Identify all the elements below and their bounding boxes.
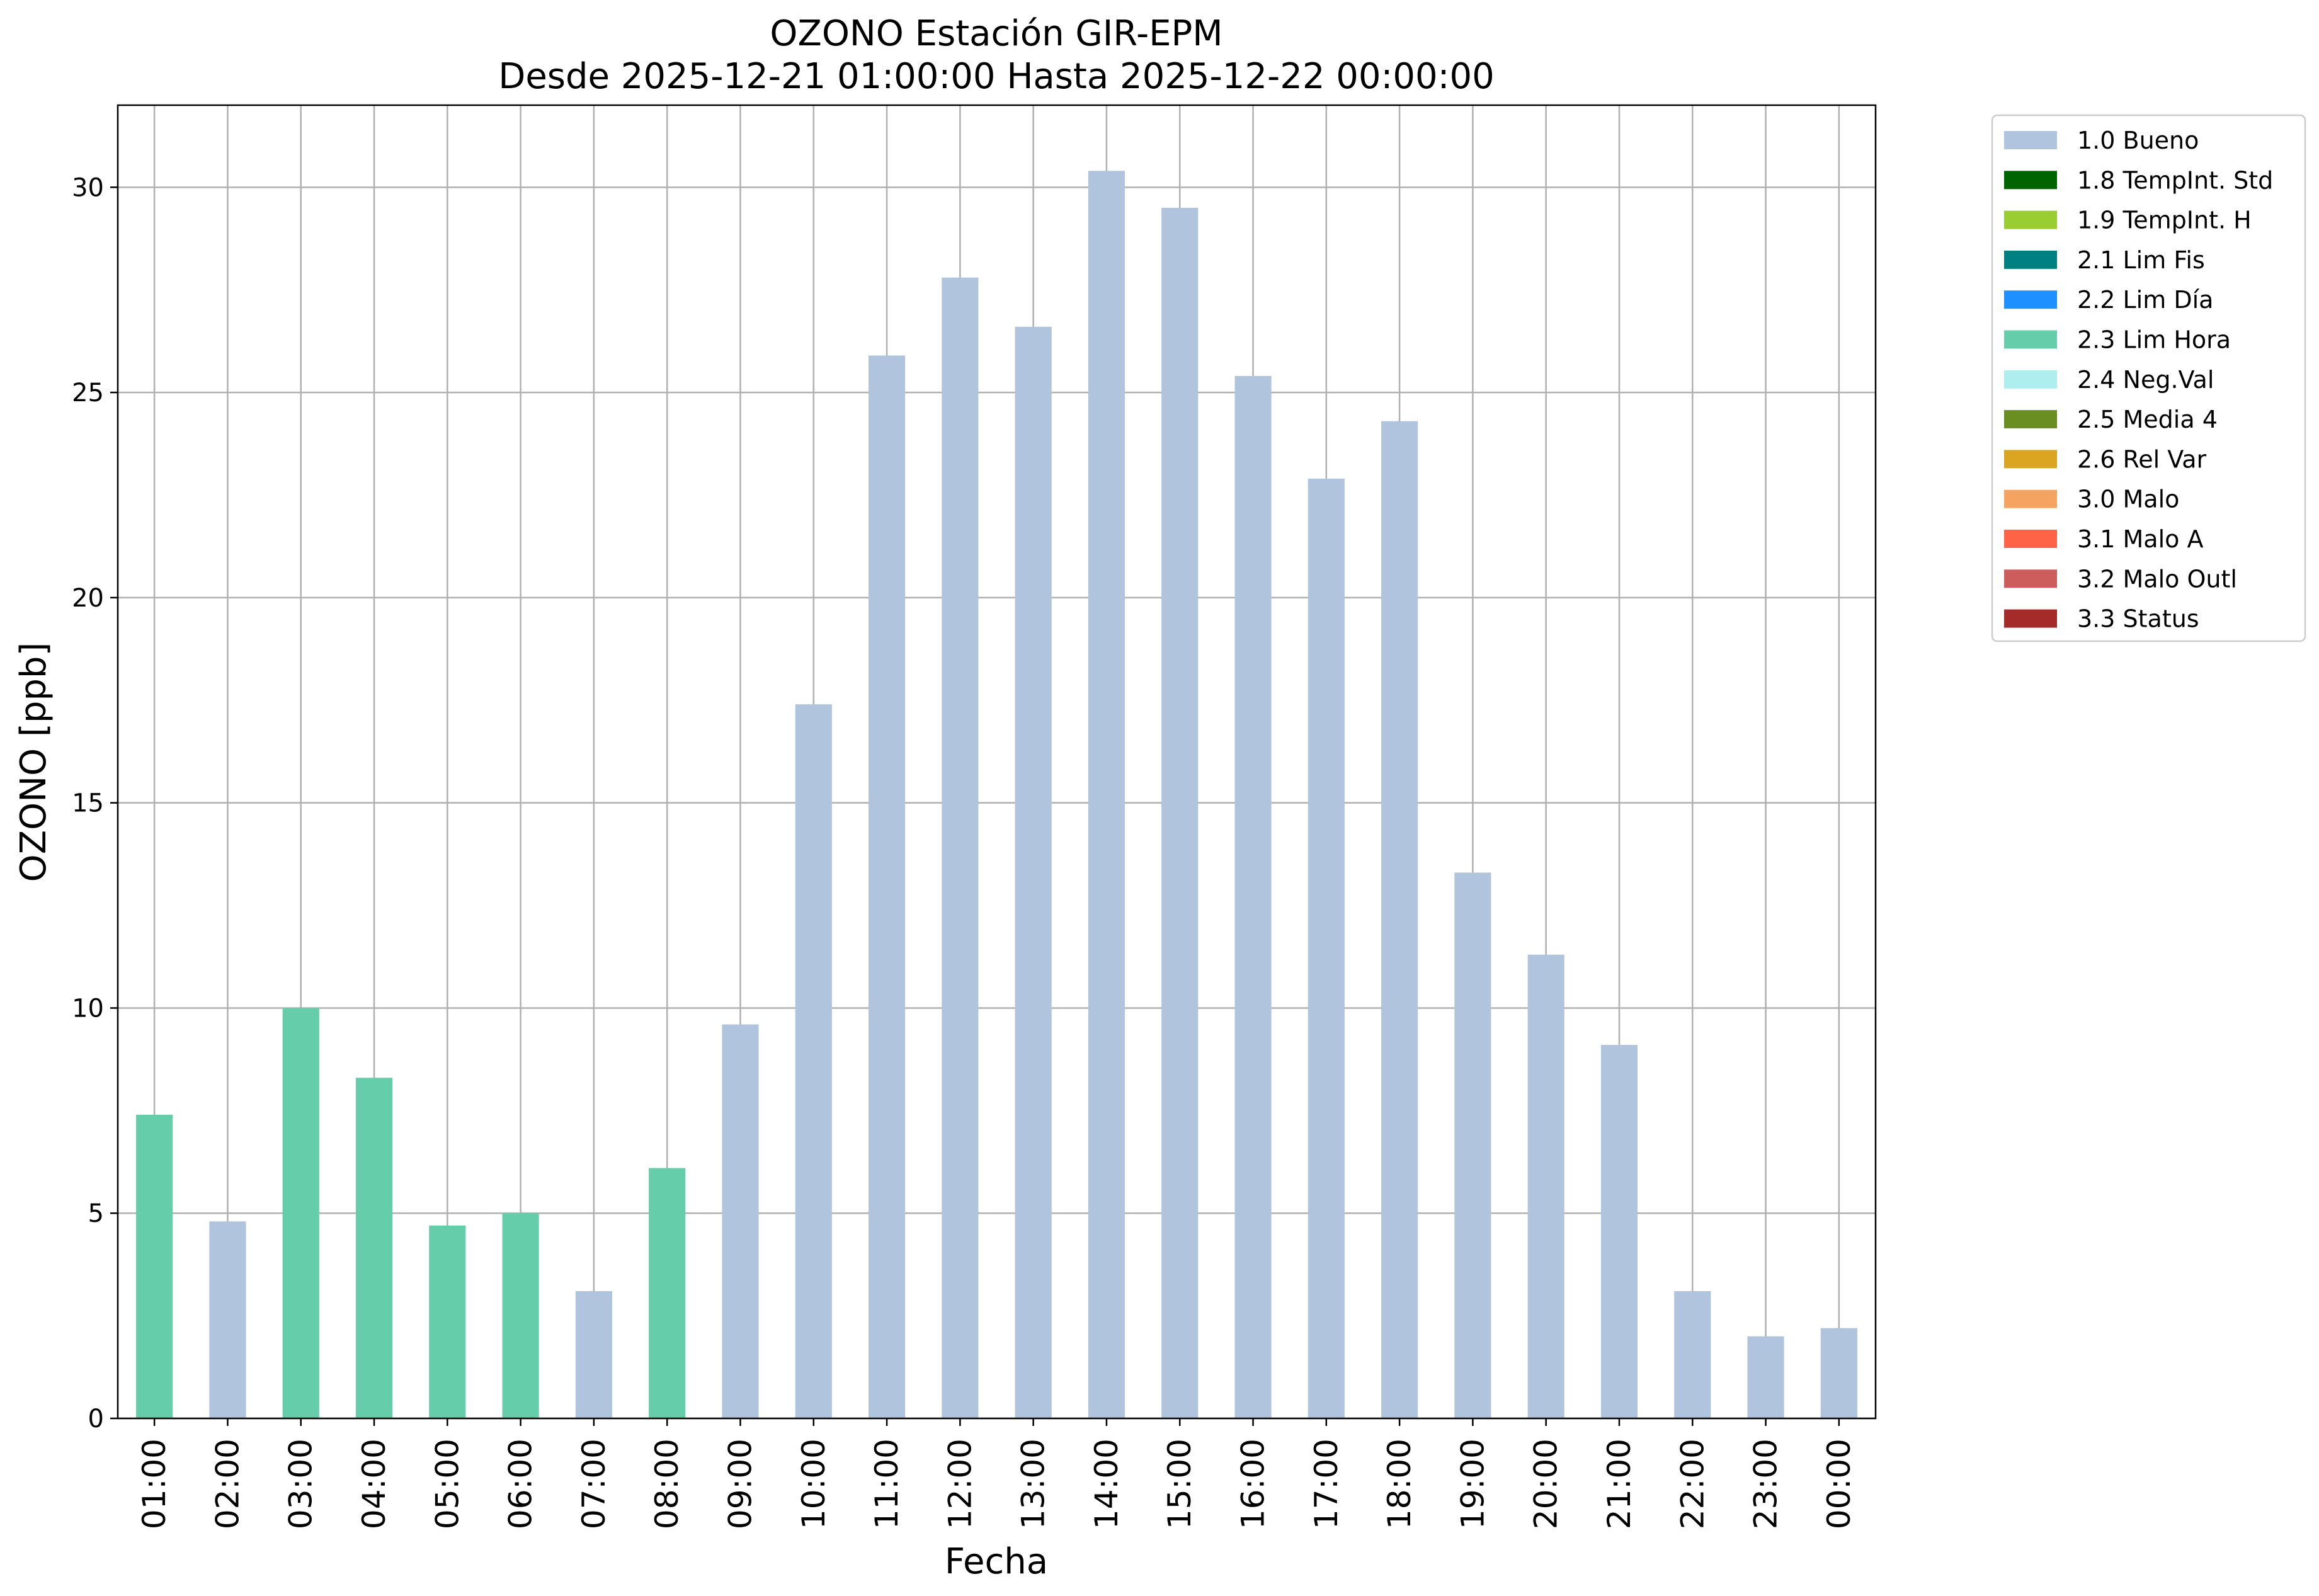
legend-box [1991, 114, 2306, 642]
x-tick-label: 17:00 [1308, 1439, 1345, 1529]
bar-2000 [1527, 954, 1564, 1418]
plot-frame [117, 104, 1877, 1420]
legend-swatch [2004, 530, 2057, 548]
bar-1100 [868, 355, 906, 1418]
bar-1900 [1454, 872, 1491, 1418]
bar-1600 [1234, 376, 1272, 1418]
x-tick-label: 02:00 [209, 1439, 246, 1529]
x-tick-label: 18:00 [1381, 1439, 1418, 1529]
chart-title: OZONO Estación GIR-EPM [770, 13, 1222, 54]
x-tick-label: 11:00 [869, 1439, 905, 1529]
x-tick-label: 00:00 [1821, 1439, 1857, 1529]
y-tick-label: 25 [72, 379, 104, 408]
legend-label: 3.2 Malo Outl [2077, 565, 2237, 593]
bar-1300 [1015, 326, 1052, 1418]
legend-label: 1.9 TempInt. H [2077, 207, 2252, 234]
x-tick-label: 10:00 [795, 1439, 832, 1529]
legend-swatch [2004, 569, 2057, 588]
x-tick-label: 21:00 [1601, 1439, 1638, 1529]
x-tick-label: 04:00 [356, 1439, 392, 1529]
y-tick-label: 30 [72, 173, 104, 202]
legend: 1.0 Bueno 1.8 TempInt. Std 1.9 TempInt. H 2… [1991, 114, 2306, 642]
x-tick-label: 19:00 [1454, 1439, 1491, 1529]
bar-2200 [1674, 1291, 1711, 1418]
legend-swatch [2004, 250, 2057, 269]
legend-swatch [2004, 609, 2057, 628]
bar-1800 [1381, 421, 1418, 1418]
bar-0700 [575, 1291, 612, 1418]
legend-label: 3.3 Status [2077, 605, 2199, 633]
legend-label: 3.1 Malo A [2077, 525, 2203, 553]
y-tick-label: 5 [88, 1199, 104, 1228]
y-tick-label: 20 [72, 584, 104, 613]
legend-label: 2.6 Rel Var [2077, 445, 2207, 473]
y-tick-label: 15 [72, 789, 104, 818]
x-tick-label: 23:00 [1748, 1439, 1784, 1529]
bar-1700 [1308, 478, 1345, 1418]
bar-2300 [1747, 1336, 1784, 1418]
x-axis-label: Fecha [945, 1541, 1048, 1582]
legend-label: 2.3 Lim Hora [2077, 326, 2231, 354]
legend-swatch [2004, 330, 2057, 349]
bars [136, 171, 1857, 1418]
y-tick-label: 0 [88, 1405, 104, 1434]
legend-swatch [2004, 410, 2057, 429]
bar-1200 [942, 277, 979, 1418]
legend-swatch [2004, 370, 2057, 389]
bar-1000 [795, 704, 832, 1418]
x-tick-label: 07:00 [576, 1439, 612, 1529]
plot-background [118, 105, 1876, 1418]
legend-label: 1.8 TempInt. Std [2077, 166, 2273, 194]
x-tick-label: 08:00 [649, 1439, 685, 1529]
legend-swatch [2004, 450, 2057, 469]
x-axis-ticks: 01:00 02:00 03:00 04:00 05:00 06:00 07:00 08:00… [136, 1418, 1857, 1529]
x-tick-label: 05:00 [429, 1439, 465, 1529]
legend-swatch [2004, 489, 2057, 508]
bar-1500 [1161, 207, 1199, 1418]
legend-items: 1.0 Bueno 1.8 TempInt. Std 1.9 TempInt. H 2… [2004, 127, 2273, 633]
x-tick-label: 14:00 [1088, 1439, 1125, 1529]
legend-swatch [2004, 171, 2057, 190]
legend-swatch [2004, 290, 2057, 309]
legend-label: 3.0 Malo [2077, 486, 2179, 513]
bar-0100 [136, 1114, 173, 1418]
x-tick-label: 06:00 [503, 1439, 539, 1529]
bar-0600 [502, 1213, 539, 1418]
bar-0200 [209, 1221, 246, 1418]
x-tick-label: 01:00 [136, 1439, 173, 1529]
x-tick-label: 03:00 [283, 1439, 319, 1529]
bar-2100 [1600, 1045, 1638, 1418]
y-axis-label: OZONO [ppb] [13, 642, 54, 882]
legend-label: 1.0 Bueno [2077, 127, 2199, 154]
plot-area: 0 5 10 15 20 25 30 01:00 02:00 03:00 04:00 05:00 06… [72, 104, 1877, 1529]
legend-swatch [2004, 131, 2057, 149]
x-tick-label: 22:00 [1674, 1439, 1711, 1529]
legend-label: 2.4 Neg.Val [2077, 366, 2214, 394]
x-tick-label: 09:00 [722, 1439, 758, 1529]
x-tick-label: 16:00 [1235, 1439, 1272, 1529]
x-tick-label: 20:00 [1528, 1439, 1564, 1529]
bar-0500 [429, 1225, 466, 1418]
legend-label: 2.1 Lim Fis [2077, 246, 2205, 274]
bar-0400 [355, 1078, 393, 1418]
bar-0900 [722, 1024, 759, 1418]
legend-label: 2.2 Lim Día [2077, 286, 2213, 314]
bar-0800 [649, 1168, 686, 1418]
chart-subtitle: Desde 2025-12-21 01:00:00 Hasta 2025-12-… [498, 56, 1495, 97]
legend-label: 2.5 Media 4 [2077, 406, 2218, 433]
x-tick-label: 15:00 [1161, 1439, 1198, 1529]
bar-0000 [1820, 1328, 1857, 1418]
bar-0300 [282, 1008, 319, 1418]
legend-swatch [2004, 210, 2057, 229]
y-tick-label: 10 [72, 994, 104, 1023]
x-tick-label: 12:00 [942, 1439, 978, 1529]
bar-1400 [1088, 171, 1125, 1418]
x-tick-label: 13:00 [1015, 1439, 1052, 1529]
y-axis-ticks: 0 5 10 15 20 25 30 [72, 173, 118, 1434]
